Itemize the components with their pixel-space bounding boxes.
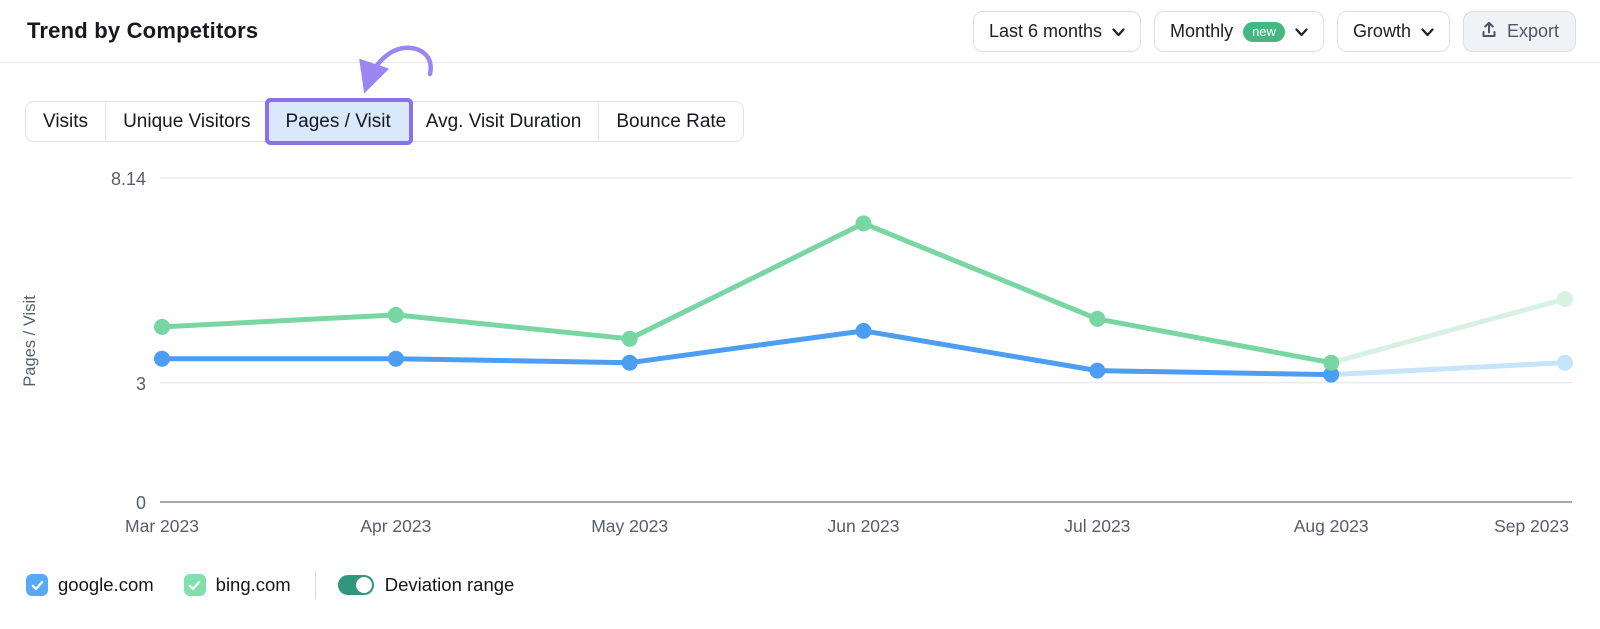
- chevron-down-icon: [1112, 21, 1125, 42]
- data-point-google.com[interactable]: [855, 322, 872, 339]
- new-badge: new: [1243, 21, 1285, 42]
- chevron-down-icon: [1421, 21, 1434, 42]
- series-line-projected-bing.com: [1328, 296, 1568, 366]
- legend-label-google: google.com: [58, 574, 154, 595]
- data-point-google.com[interactable]: [1089, 362, 1106, 379]
- date-range-dropdown[interactable]: Last 6 months: [972, 11, 1142, 52]
- date-range-value: Last 6 months: [988, 21, 1103, 41]
- series-line-projected-google.com: [1328, 360, 1568, 378]
- data-point-bing.com[interactable]: [154, 318, 170, 335]
- legend-label-bing: bing.com: [215, 574, 291, 595]
- metric-mode-dropdown[interactable]: Growth: [1336, 11, 1450, 52]
- data-point-bing.com[interactable]: [1323, 354, 1340, 371]
- legend-item-google[interactable]: google.com: [26, 574, 154, 596]
- x-tick-label: Jun 2023: [827, 516, 900, 536]
- y-tick-label: 0: [135, 493, 146, 513]
- deviation-range-toggle-group[interactable]: Deviation range: [337, 574, 515, 596]
- granularity-dropdown[interactable]: Monthly new: [1154, 11, 1324, 52]
- toggle-on-icon[interactable]: [337, 575, 374, 595]
- chart-legend: google.com bing.com Deviation range: [26, 570, 514, 600]
- data-point-bing.com[interactable]: [621, 330, 638, 347]
- x-tick-label: Aug 2023: [1293, 516, 1369, 536]
- page-title: Trend by Competitors: [27, 18, 259, 43]
- tab-pages-per-visit[interactable]: Pages / Visit: [268, 102, 409, 141]
- tab-visits[interactable]: Visits: [26, 102, 107, 141]
- export-button[interactable]: Export: [1462, 11, 1576, 52]
- data-point-bing.com[interactable]: [855, 215, 872, 232]
- series-line-bing.com: [159, 220, 1334, 366]
- x-tick-label: Mar 2023: [125, 516, 199, 536]
- x-tick-label: Sep 2023: [1494, 516, 1569, 536]
- toolbar: Last 6 months Monthly new Growth Export: [972, 11, 1576, 52]
- y-axis-title: Pages / Visit: [21, 295, 39, 387]
- data-point-bing.com[interactable]: [387, 306, 404, 323]
- data-point-google.com[interactable]: [1557, 354, 1573, 371]
- tab-avg-visit-duration[interactable]: Avg. Visit Duration: [409, 102, 600, 141]
- data-point-google.com[interactable]: [621, 354, 638, 371]
- legend-item-bing[interactable]: bing.com: [183, 574, 291, 596]
- tab-bounce-rate[interactable]: Bounce Rate: [616, 110, 727, 132]
- deviation-range-label: Deviation range: [384, 574, 515, 595]
- metric-mode-value: Growth: [1352, 21, 1411, 41]
- checkbox-checked-icon[interactable]: [26, 574, 48, 596]
- series-line-google.com: [159, 328, 1334, 378]
- metric-tabs: Visits Unique Visitors Pages / Visit Avg…: [25, 101, 745, 142]
- y-tick-label: 8.14: [110, 169, 146, 189]
- x-tick-label: Jul 2023: [1064, 516, 1131, 536]
- tab-unique-visitors[interactable]: Unique Visitors: [106, 102, 269, 141]
- data-point-google.com[interactable]: [154, 350, 170, 367]
- upload-icon: [1480, 20, 1498, 44]
- legend-divider: [314, 571, 316, 599]
- data-point-google.com[interactable]: [387, 350, 404, 367]
- checkbox-checked-icon[interactable]: [183, 574, 206, 596]
- data-point-bing.com[interactable]: [1557, 291, 1573, 308]
- y-tick-label: 3: [135, 373, 146, 394]
- data-point-google.com[interactable]: [1323, 366, 1340, 383]
- data-point-bing.com[interactable]: [1089, 310, 1106, 327]
- chevron-down-icon: [1295, 21, 1308, 42]
- granularity-value: Monthly: [1170, 21, 1234, 41]
- x-tick-label: Apr 2023: [360, 516, 432, 536]
- header-divider: [0, 62, 1600, 63]
- export-label: Export: [1506, 21, 1559, 41]
- x-tick-label: May 2023: [591, 516, 669, 536]
